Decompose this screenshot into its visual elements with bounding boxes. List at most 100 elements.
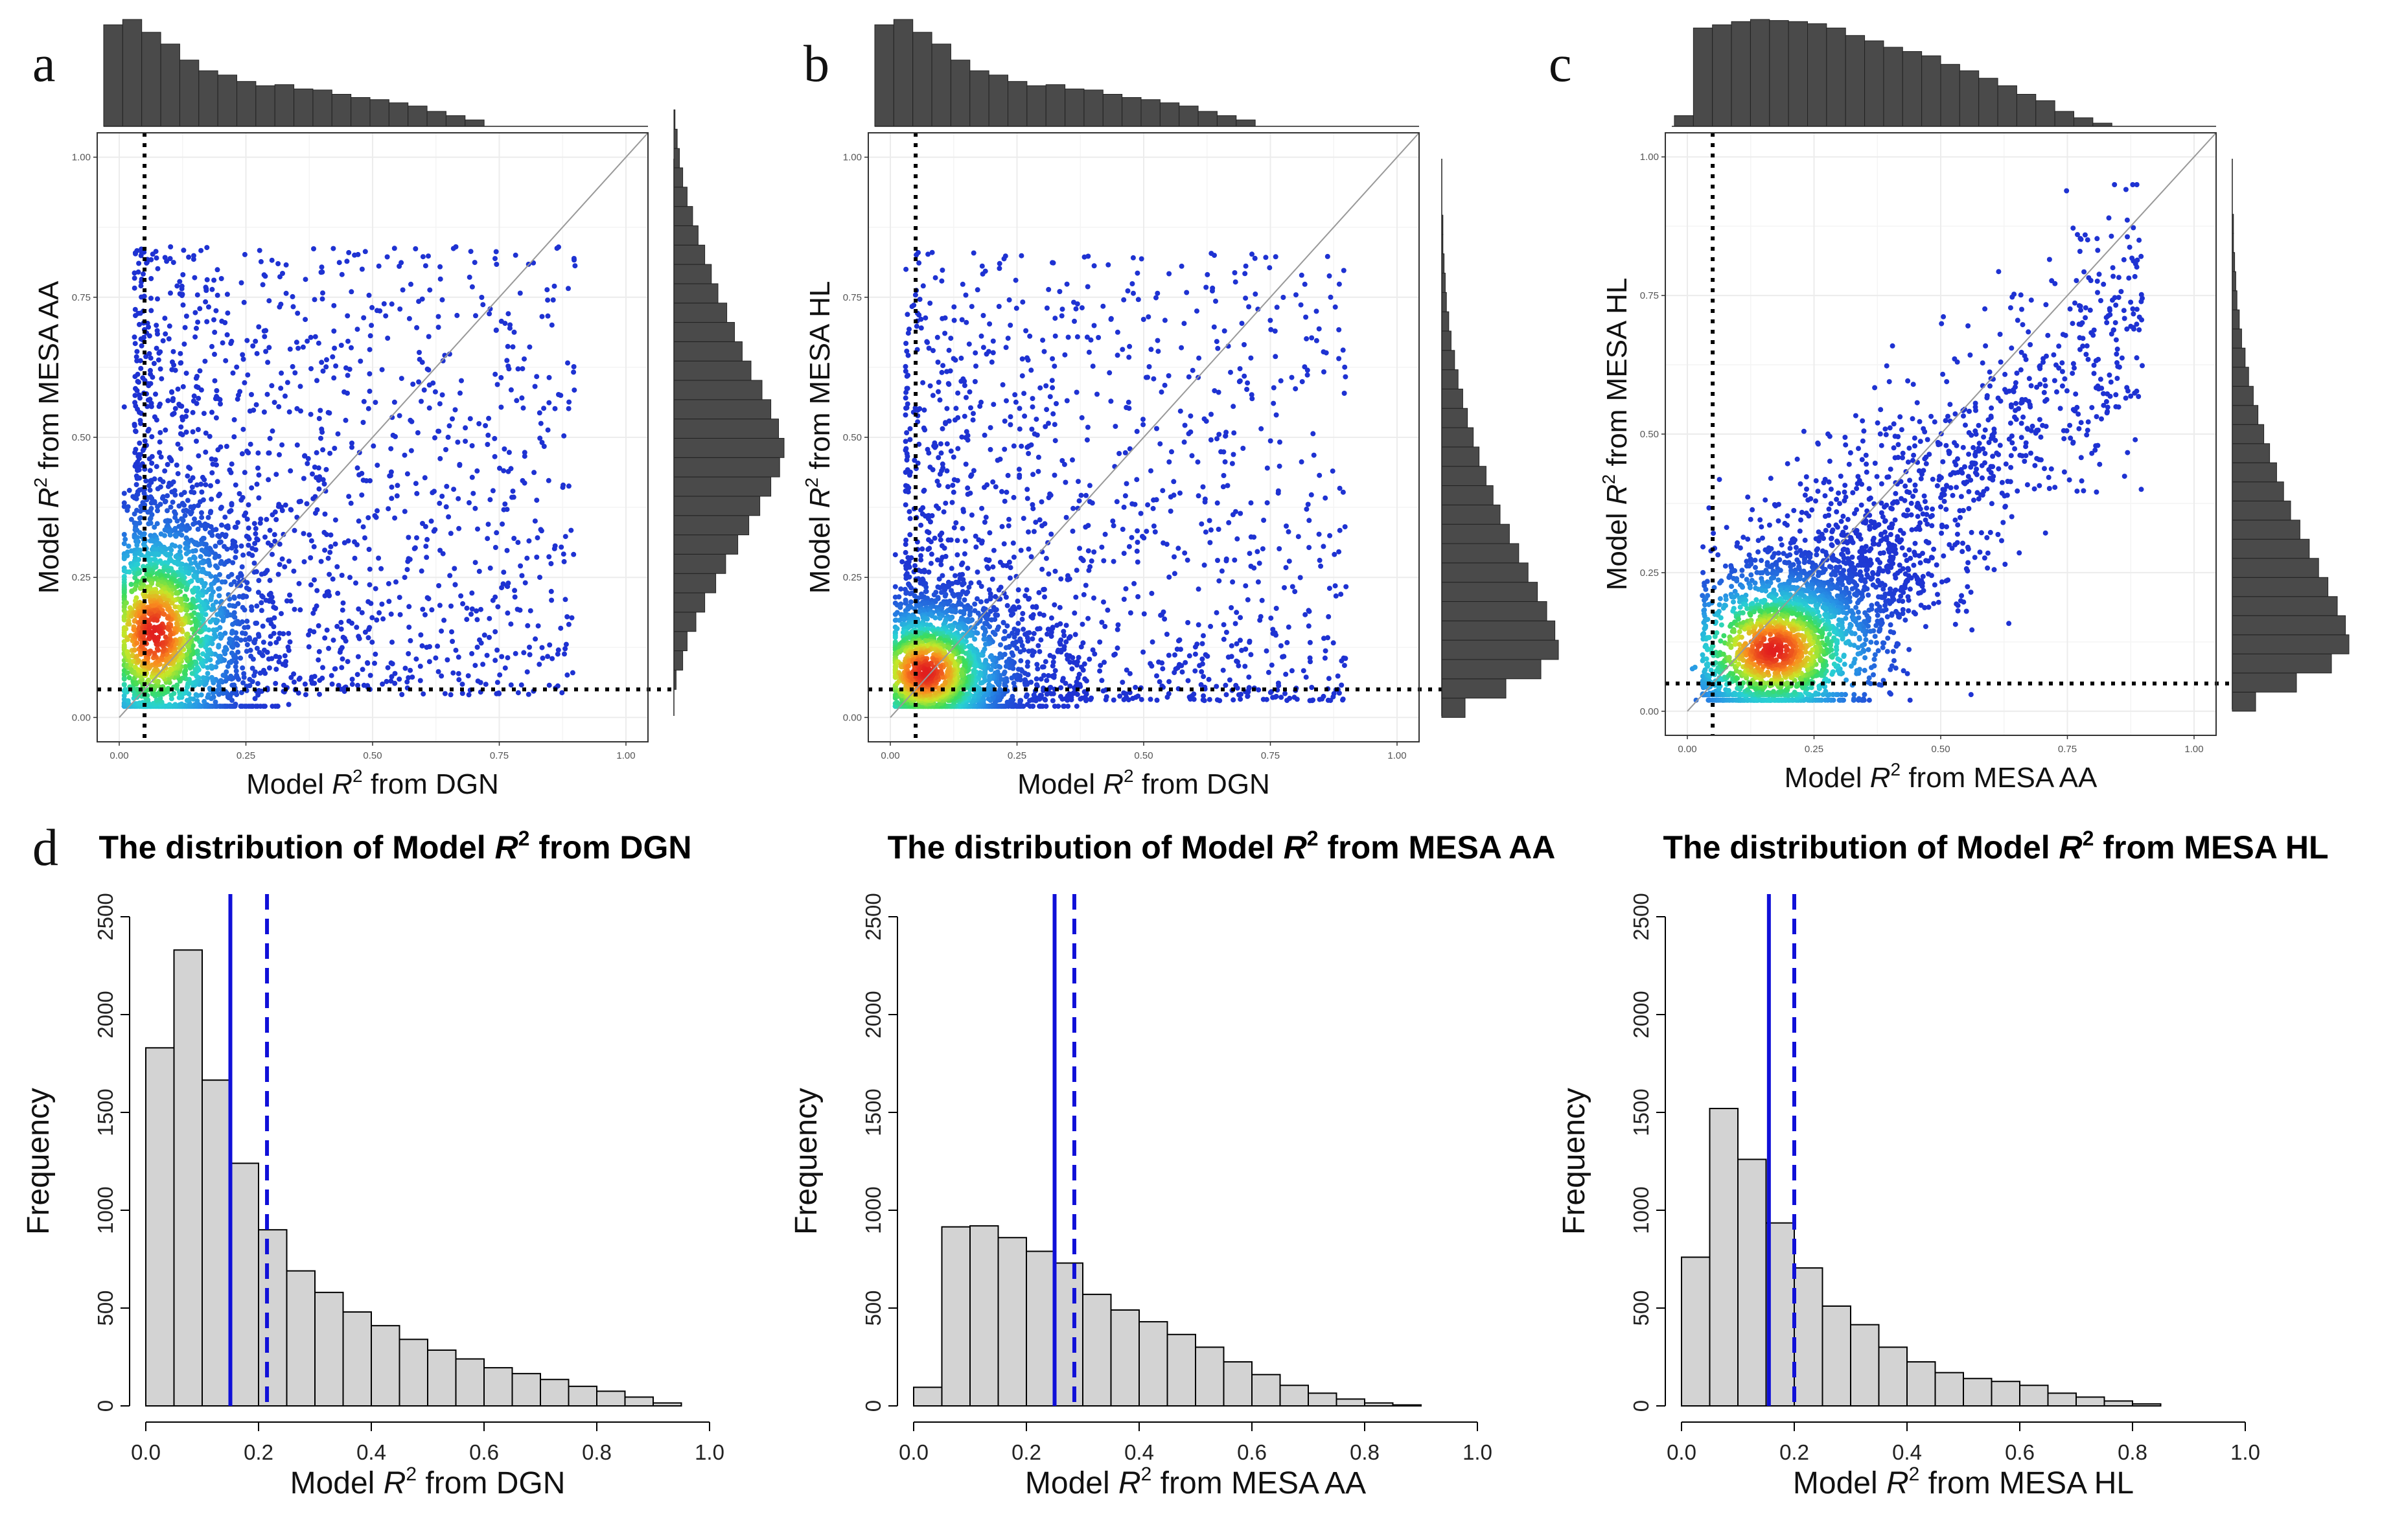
scatter-point	[486, 415, 492, 421]
scatter-point	[1030, 472, 1036, 477]
scatter-point	[240, 426, 246, 432]
scatter-point	[903, 542, 908, 547]
scatter-point	[439, 628, 445, 634]
scatter-point	[266, 665, 272, 671]
scatter-point	[389, 674, 395, 680]
scatter-point	[335, 590, 341, 596]
scatter-point	[504, 547, 510, 553]
scatter-point	[255, 465, 260, 471]
scatter-point	[165, 398, 171, 404]
scatter-point	[1073, 594, 1079, 600]
scatter-point	[955, 446, 961, 452]
scatter-point	[1047, 652, 1053, 658]
scatter-point	[963, 461, 969, 467]
scatter-point	[1248, 534, 1254, 540]
scatter-point	[1182, 422, 1188, 428]
scatter-point	[497, 465, 502, 471]
scatter-point	[1339, 658, 1345, 664]
scatter-point	[286, 702, 292, 707]
scatter-point	[296, 499, 302, 505]
scatter-point	[1105, 262, 1111, 268]
scatter-point	[420, 521, 425, 526]
scatter-point	[1303, 674, 1309, 680]
scatter-point	[1117, 693, 1123, 699]
scatter-point	[242, 637, 248, 643]
scatter-point	[907, 532, 913, 538]
scatter-point	[1208, 411, 1214, 417]
scatter-point	[1005, 336, 1011, 341]
scatter-point	[317, 678, 323, 684]
scatter-point	[251, 569, 257, 575]
scatter-point	[381, 301, 387, 306]
scatter-point	[1222, 459, 1228, 465]
scatter-point	[546, 374, 552, 380]
scatter-point	[1166, 679, 1172, 685]
scatter-point	[349, 682, 355, 687]
scatter-point	[365, 635, 371, 641]
scatter-point	[365, 406, 371, 411]
scatter-point	[318, 270, 324, 275]
scatter-point	[1115, 626, 1120, 632]
scatter-point	[206, 304, 211, 310]
scatter-point	[966, 341, 972, 347]
scatter-point	[1016, 466, 1022, 472]
scatter-point	[288, 598, 294, 604]
scatter-point	[515, 366, 521, 372]
scatter-point	[397, 612, 403, 617]
scatter-point	[474, 468, 480, 474]
scatter-point	[190, 548, 196, 554]
scatter-point	[938, 441, 943, 447]
scatter-point	[921, 488, 927, 494]
scatter-point	[1114, 499, 1120, 505]
scatter-point	[338, 626, 344, 632]
scatter-point	[137, 515, 143, 521]
scatter-point	[279, 556, 285, 562]
scatter-point	[1074, 334, 1080, 339]
scatter-point	[480, 302, 486, 308]
scatter-point	[148, 649, 154, 654]
scatter-point	[1269, 662, 1275, 668]
scatter-point	[463, 425, 468, 431]
scatter-point	[1105, 607, 1111, 613]
scatter-point	[1030, 396, 1035, 402]
scatter-point	[1087, 656, 1092, 662]
scatter-point	[1179, 669, 1185, 675]
scatter-point	[218, 276, 224, 281]
scatter-point	[262, 534, 268, 540]
scatter-point	[191, 555, 196, 560]
scatter-point	[463, 439, 468, 444]
scatter-point	[1057, 604, 1063, 610]
scatter-point	[1035, 454, 1041, 460]
scatter-point	[1309, 685, 1315, 690]
scatter-point	[322, 635, 328, 641]
scatter-point	[1086, 568, 1092, 573]
scatter-point	[320, 477, 326, 483]
scatter-point	[227, 636, 233, 642]
scatter-point	[277, 630, 283, 636]
scatter-point	[198, 522, 204, 528]
scatter-point	[973, 544, 979, 550]
scatter-point	[892, 584, 898, 590]
scatter-point	[255, 632, 261, 638]
scatter-point	[1307, 639, 1313, 645]
scatter-point	[146, 521, 152, 527]
scatter-point	[936, 380, 942, 385]
scatter-point	[931, 348, 936, 354]
scatter-point	[319, 264, 325, 270]
scatter-point	[220, 340, 225, 346]
scatter-point	[209, 343, 214, 349]
scatter-point	[943, 420, 949, 426]
scatter-point	[431, 528, 437, 534]
scatter-point	[173, 533, 179, 539]
scatter-point	[1233, 683, 1239, 688]
scatter-point	[1090, 363, 1096, 369]
scatter-point	[216, 593, 222, 599]
scatter-point	[137, 310, 143, 316]
scatter-point	[1122, 493, 1128, 499]
scatter-point	[167, 323, 172, 329]
scatter-point	[1203, 652, 1208, 658]
scatter-point	[457, 390, 463, 396]
scatter-point	[185, 680, 191, 686]
scatter-point	[928, 560, 934, 566]
scatter-point	[367, 672, 373, 678]
